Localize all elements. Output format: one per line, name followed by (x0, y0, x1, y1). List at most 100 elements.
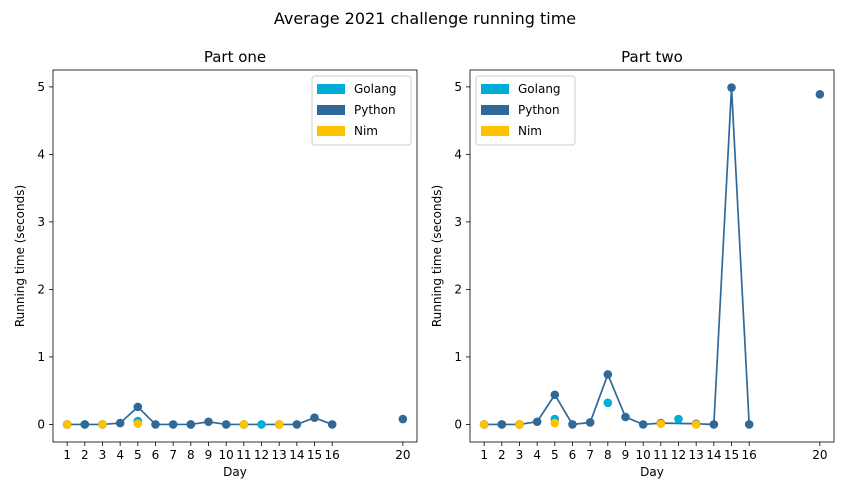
y-tick-label: 2 (454, 282, 462, 296)
x-tick-label: 3 (99, 448, 107, 462)
x-tick-label: 16 (325, 448, 340, 462)
legend: Golang Python Nim (311, 75, 412, 146)
python-point (727, 83, 736, 92)
x-tick-label: 2 (81, 448, 89, 462)
python-point (638, 420, 648, 429)
plot-frame (52, 69, 418, 443)
python-point (327, 420, 337, 429)
nim-point (239, 420, 249, 429)
python-point (168, 420, 178, 429)
legend-swatch-golang (317, 84, 345, 94)
y-tick-label: 2 (37, 282, 45, 296)
x-tick-label: 4 (116, 448, 124, 462)
y-axis-label: Running time (seconds) (13, 185, 27, 327)
x-tick-label: 10 (219, 448, 234, 462)
y-axis-label: Running time (seconds) (430, 185, 444, 327)
legend-label-nim: Nim (354, 124, 378, 138)
x-tick-label: 8 (187, 448, 195, 462)
x-tick-label: 11 (236, 448, 251, 462)
legend-swatch-nim (317, 126, 345, 136)
nim-point (479, 420, 489, 429)
golang-point (257, 420, 266, 429)
x-tick-label: 16 (742, 448, 757, 462)
nim-point (550, 418, 560, 428)
python-point (815, 90, 825, 99)
y-tick-label: 4 (454, 147, 462, 161)
x-tick-label: 15 (724, 448, 739, 462)
python-point (550, 390, 560, 400)
nim-point (133, 419, 143, 429)
x-axis-label: Day (223, 465, 247, 479)
nim-point (691, 420, 701, 429)
python-point (398, 414, 408, 424)
x-tick-label: 7 (169, 448, 177, 462)
plot-frame (469, 69, 835, 443)
x-axis-label: Day (640, 465, 664, 479)
python-point (603, 370, 613, 379)
x-tick-label: 5 (551, 448, 559, 462)
python-point (568, 420, 577, 429)
x-tick-label: 14 (706, 448, 721, 462)
legend-swatch-golang (481, 84, 509, 94)
x-tick-label: 13 (689, 448, 704, 462)
python-point (709, 420, 719, 429)
python-point (621, 412, 630, 422)
x-tick-label: 3 (516, 448, 524, 462)
y-tick-label: 5 (454, 80, 462, 94)
x-tick-label: 14 (289, 448, 304, 462)
legend-label-python: Python (518, 103, 560, 117)
legend-label-golang: Golang (518, 82, 561, 96)
chart-title: Part one (204, 48, 266, 66)
x-tick-label: 1 (480, 448, 488, 462)
x-tick-label: 12 (254, 448, 269, 462)
x-tick-label: 13 (272, 448, 287, 462)
nim-point (656, 419, 666, 429)
chart-title: Part two (621, 48, 683, 66)
golang-point (603, 398, 613, 408)
python-point (532, 417, 542, 427)
x-tick-label: 10 (636, 448, 651, 462)
x-tick-label: 9 (622, 448, 630, 462)
python-point (221, 420, 231, 429)
x-tick-label: 6 (152, 448, 160, 462)
x-tick-label: 7 (586, 448, 594, 462)
x-tick-label: 8 (604, 448, 612, 462)
python-point (585, 418, 595, 427)
python-point (186, 420, 196, 429)
x-tick-label: 5 (134, 448, 142, 462)
python-point (80, 420, 90, 429)
golang-point (674, 414, 683, 424)
legend-label-nim: Nim (518, 124, 542, 138)
legend-swatch-python (317, 105, 345, 115)
x-tick-label: 1 (63, 448, 71, 462)
nim-point (515, 420, 524, 429)
legend: Golang Python Nim (475, 75, 576, 146)
y-tick-label: 0 (454, 417, 462, 431)
legend-swatch-nim (481, 126, 509, 136)
python-point (497, 420, 507, 429)
y-tick-label: 3 (37, 215, 45, 229)
x-tick-label: 6 (569, 448, 577, 462)
y-tick-label: 4 (37, 147, 45, 161)
legend-label-golang: Golang (354, 82, 397, 96)
x-tick-label: 15 (307, 448, 322, 462)
figure-title: Average 2021 challenge running time (274, 9, 576, 28)
nim-point (62, 420, 72, 429)
y-tick-label: 1 (454, 350, 462, 364)
x-tick-label: 9 (205, 448, 213, 462)
python-point (115, 418, 125, 428)
nim-point (274, 420, 284, 429)
legend-label-python: Python (354, 103, 396, 117)
y-tick-label: 1 (37, 350, 45, 364)
python-point (133, 402, 143, 412)
python-point (151, 420, 160, 429)
x-tick-label: 20 (812, 448, 827, 462)
y-tick-label: 3 (454, 215, 462, 229)
x-tick-label: 20 (395, 448, 410, 462)
x-tick-label: 12 (671, 448, 686, 462)
